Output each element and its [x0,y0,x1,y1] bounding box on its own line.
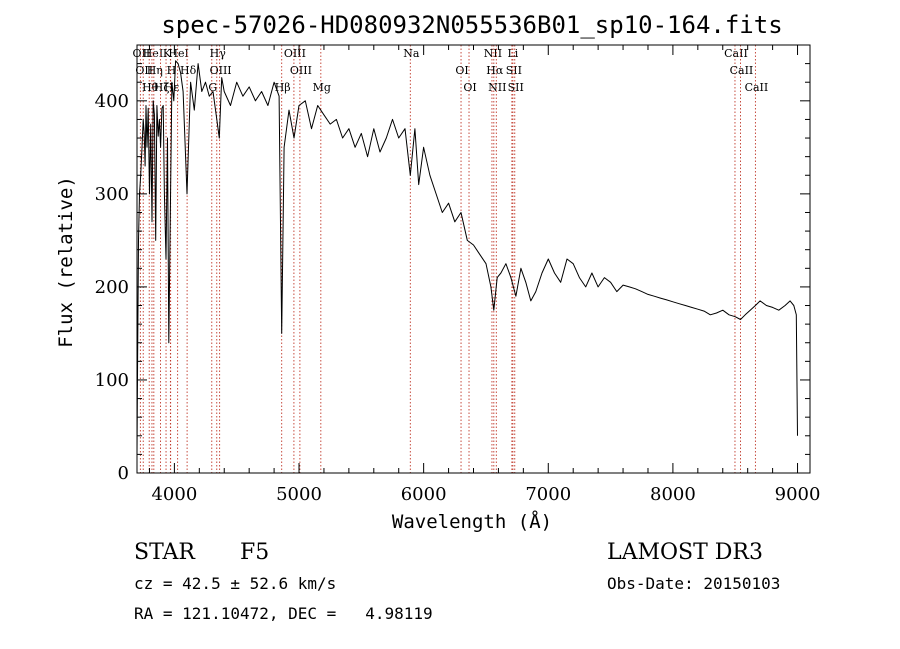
coordinates: RA = 121.10472, DEC = 4.98119 [134,604,433,623]
line-marker-label: OIII [290,64,312,77]
line-marker-label: CaII [730,64,754,77]
survey-name: LAMOST DR3 [607,540,763,565]
line-marker-label: OIII [284,47,306,60]
line-marker-label: Hζ [154,81,170,94]
x-tick-label: 9000 [775,484,821,505]
axes: 4000 5000 6000 7000 8000 9000 0 100 200 300 400 [95,44,821,505]
series-layer [136,60,798,455]
spectrum-line [136,60,798,455]
y-tick-label: 100 [95,370,129,391]
redshift-velocity: cz = 42.5 ± 52.6 km/s [134,574,337,593]
line-marker-label: OII [135,64,153,77]
x-tick-label: 8000 [650,484,696,505]
line-marker-label: SII [506,64,522,77]
line-marker-label: Hβ [275,81,291,94]
line-marker-label: NII [488,81,506,94]
line-marker-label: OI [455,64,468,77]
line-marker-label: OIII [210,64,232,77]
line-marker-label: Na [403,47,420,60]
plot-frame [136,44,811,474]
line-marker-label: CaII [745,81,769,94]
observation-date: Obs-Date: 20150103 [607,574,781,593]
line-marker-label: HeI [143,47,163,60]
line-marker-label: NII [484,47,502,60]
y-tick-label: 0 [118,463,129,484]
line-marker-label: Hγ [210,47,227,60]
y-tick-label: 200 [95,277,129,298]
x-tick-label: 6000 [401,484,447,505]
object-class: STAR [134,540,195,565]
y-tick-label: 400 [95,91,129,112]
line-marker-label: Hη [147,64,163,77]
line-markers: OIIOIIHθHeIHηHζKHHεHeIHδGHγOIIIHβOIIIOII… [133,45,769,473]
chart-title: spec-57026-HD080932N055536B01_sp10-164.f… [161,11,782,39]
x-tick-label: 7000 [525,484,571,505]
x-axis-label: Wavelength (Å) [392,510,552,533]
x-tick-label: 5000 [276,484,322,505]
x-tick-label: 4000 [151,484,197,505]
line-marker-label: Hθ [142,81,159,94]
line-marker-label: Mg [313,81,331,94]
line-marker-label: HeI [168,47,188,60]
line-marker-label: Hα [486,64,504,77]
line-marker-label: CaII [724,47,748,60]
y-axis-label: Flux (relative) [55,176,77,348]
line-marker-label: SII [508,81,524,94]
y-tick-label: 300 [95,184,129,205]
line-marker-label: K [163,47,172,60]
spectral-subclass: F5 [240,540,270,565]
line-marker-label: G [208,81,217,94]
line-marker-label: OI [463,81,476,94]
line-marker-label: Hδ [180,64,197,77]
line-marker-label: H [167,64,177,77]
